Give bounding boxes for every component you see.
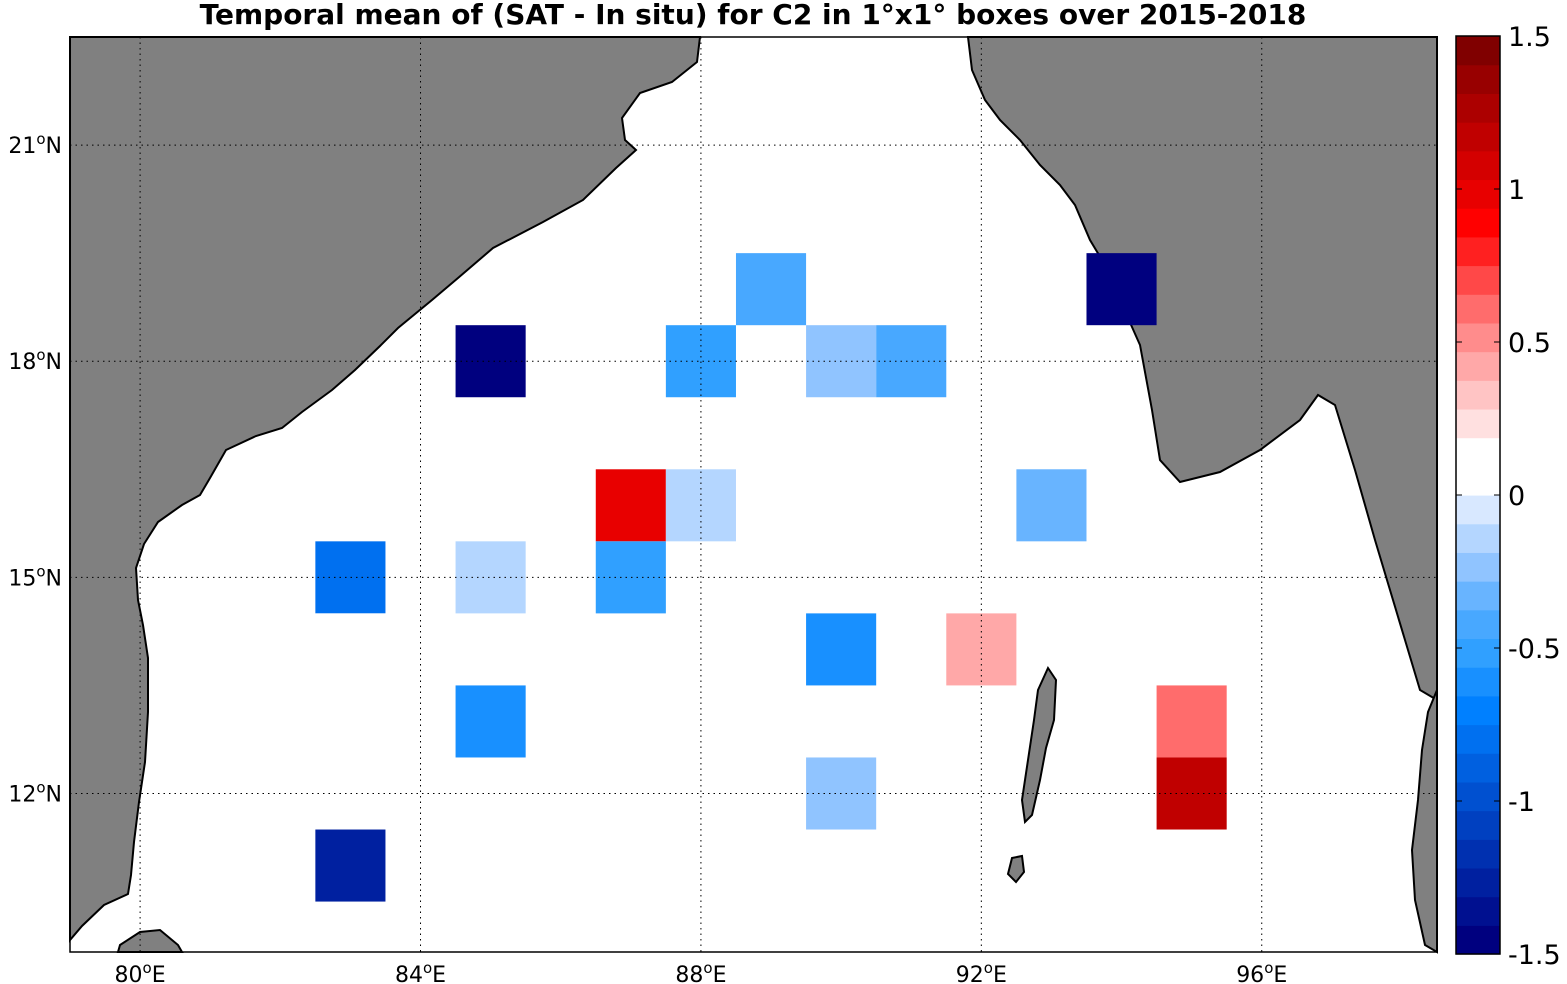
chart-title: Temporal mean of (SAT - In situ) for C2 …	[200, 0, 1307, 31]
colorbar-swatch	[1456, 781, 1500, 812]
colorbar-tick-label: -1.5	[1508, 940, 1561, 971]
colorbar-tick-label: 1	[1508, 175, 1525, 206]
colorbar-swatch	[1456, 150, 1500, 181]
colorbar-swatch	[1456, 753, 1500, 783]
data-cell	[735, 253, 807, 326]
data-cell	[455, 685, 526, 758]
colorbar-swatch	[1456, 93, 1500, 123]
colorbar-swatch	[1456, 552, 1500, 582]
data-cell	[665, 325, 736, 398]
y-axis-ticks: 21oN 18oN 15oN 12oN	[8, 130, 62, 807]
data-cell	[1016, 469, 1087, 542]
data-cell	[806, 613, 877, 686]
colorbar-swatch	[1456, 867, 1500, 898]
y-tick-label: 12oN	[8, 778, 62, 807]
colorbar-swatch	[1456, 265, 1500, 295]
data-cell	[1156, 685, 1227, 758]
colorbar-swatch	[1456, 523, 1500, 553]
india-coast	[69, 36, 702, 943]
colorbar-swatch	[1456, 695, 1500, 726]
y-tick-label: 15oN	[8, 562, 62, 591]
data-cells	[315, 253, 1227, 902]
map-frame	[69, 36, 1438, 953]
data-cell	[1156, 757, 1227, 830]
map-panel	[69, 36, 1438, 954]
colorbar-swatch	[1456, 351, 1500, 381]
colorbar-swatch	[1456, 495, 1500, 525]
data-cell	[876, 325, 947, 398]
x-tick-label: 88oE	[675, 959, 726, 984]
colorbar-swatch	[1456, 925, 1500, 955]
nicobar-coast	[1410, 689, 1438, 954]
little-andaman	[1006, 854, 1026, 884]
y-tick-label: 18oN	[8, 346, 62, 375]
andaman-islands	[1020, 665, 1058, 825]
colorbar-swatch	[1456, 466, 1500, 496]
colorbar-swatch	[1456, 36, 1500, 66]
colorbar-swatches	[1456, 36, 1500, 955]
data-cell	[315, 541, 386, 614]
colorbar-swatch	[1456, 638, 1500, 668]
data-cell	[1086, 253, 1157, 326]
y-tick-label: 21oN	[8, 130, 62, 159]
colorbar-tick-label: -1	[1508, 787, 1535, 818]
land-masses	[69, 36, 1438, 954]
colorbar-swatch	[1456, 667, 1500, 697]
gridlines	[70, 37, 1437, 952]
x-tick-label: 84oE	[395, 959, 446, 984]
colorbar-swatch	[1456, 896, 1500, 926]
data-cell	[315, 613, 386, 686]
colorbar-ticks: 1.5 1 0.5 0 -0.5 -1 -1.5	[1456, 22, 1561, 971]
colorbar-swatch	[1456, 408, 1500, 439]
colorbar-swatch	[1456, 437, 1500, 467]
myanmar-coast	[966, 36, 1438, 702]
x-tick-label: 80oE	[115, 959, 166, 984]
colorbar: 1.5 1 0.5 0 -0.5 -1 -1.5	[1455, 22, 1561, 971]
colorbar-swatch	[1456, 581, 1500, 611]
colorbar-swatch	[1456, 724, 1500, 754]
colorbar-swatch	[1456, 810, 1500, 840]
colorbar-swatch	[1456, 322, 1500, 353]
x-axis-ticks: 80oE 84oE 88oE 92oE 96oE	[115, 959, 1288, 984]
data-cell	[315, 829, 386, 902]
colorbar-tick-label: 0	[1508, 481, 1525, 512]
colorbar-tick-label: 1.5	[1508, 22, 1551, 53]
colorbar-tick-label: -0.5	[1508, 634, 1561, 665]
data-cell	[595, 541, 666, 614]
colorbar-swatch	[1456, 609, 1500, 640]
colorbar-swatch	[1456, 839, 1500, 869]
colorbar-swatch	[1456, 179, 1500, 209]
data-cell	[946, 613, 1017, 686]
data-cell	[595, 469, 666, 542]
colorbar-swatch	[1456, 380, 1500, 410]
x-tick-label: 96oE	[1236, 959, 1287, 984]
colorbar-swatch	[1456, 122, 1500, 152]
colorbar-swatch	[1456, 294, 1500, 324]
colorbar-swatch	[1456, 236, 1500, 267]
colorbar-swatch	[1456, 208, 1500, 238]
colorbar-swatch	[1456, 64, 1500, 94]
x-tick-label: 92oE	[956, 959, 1007, 984]
colorbar-tick-label: 0.5	[1508, 328, 1551, 359]
